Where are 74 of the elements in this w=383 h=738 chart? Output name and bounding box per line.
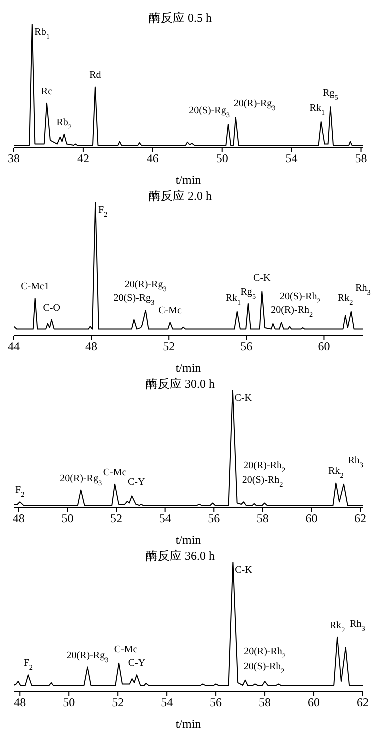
chart-title: 酶反应 2.0 h	[148, 188, 213, 205]
x-tick-label: 54	[159, 512, 172, 526]
annotation: 20(R)-Rh$_{2}$	[244, 646, 286, 661]
annotation: Rk$_{2}$	[338, 292, 354, 307]
annotation: F$_{2}$	[98, 205, 108, 219]
annotation: F$_{2}$	[16, 485, 26, 500]
x-tick-label: 52	[112, 696, 124, 710]
chart-title: 酶反应 0.5 h	[148, 10, 213, 27]
x-tick-label: 46	[146, 152, 159, 166]
x-tick-label: 48	[12, 512, 25, 526]
annotation: C-Y	[128, 658, 146, 670]
x-tick-label: 56	[210, 696, 222, 710]
annotation: C-Mc1	[21, 281, 50, 292]
annotation: C-K	[254, 272, 272, 284]
x-tick-label: 58	[259, 696, 272, 710]
x-tick-label: 38	[8, 152, 20, 166]
annotation: Rh$_{3}$	[348, 455, 364, 470]
annotation: 20(S)-Rh$_{2}$	[242, 475, 284, 490]
annotation: Rk$_{2}$	[330, 620, 346, 634]
x-tick-label: 50	[63, 696, 76, 710]
x-tick-label: 62	[354, 512, 367, 526]
x-tick-label: 56	[208, 512, 220, 526]
annotation: C-Y	[128, 477, 146, 488]
annotation: C-K	[234, 393, 253, 404]
annotation: 20(S)-Rh$_{2}$	[280, 292, 322, 306]
chart-title: 酶反应 36.0 h	[144, 548, 216, 565]
chart-title: 酶反应 30.0 h	[144, 376, 216, 393]
x-tick-label: 60	[306, 512, 318, 526]
annotation: F$_{2}$	[24, 658, 34, 672]
x-axis-title: t/min	[176, 717, 202, 731]
annotation: Rc	[41, 86, 54, 98]
annotation: 20(S)-Rh$_{2}$	[244, 661, 286, 676]
x-tick-label: 52	[163, 340, 176, 354]
annotation: Rb$_{2}$	[56, 117, 72, 132]
annotation: 20(R)-Rh$_{2}$	[271, 304, 314, 319]
annotation: C-Mc	[158, 306, 182, 317]
annotation: 20(R)-Rg$_{3}$	[234, 98, 276, 113]
x-tick-label: 50	[62, 512, 74, 526]
x-tick-label: 56	[240, 340, 253, 354]
x-axis-title: t/min	[176, 361, 202, 375]
annotation: 20(R)-Rg$_{3}$	[124, 280, 168, 294]
x-tick-label: 62	[357, 696, 369, 710]
annotation: 20(S)-Rg$_{3}$	[189, 105, 230, 120]
annotation: C-O	[43, 302, 60, 314]
x-tick-label: 54	[286, 152, 298, 166]
annotation: 20(R)-Rg$_{3}$	[60, 473, 102, 488]
x-tick-label: 42	[77, 152, 90, 166]
annotation: Rh$_{3}$	[350, 618, 366, 633]
x-tick-label: 50	[216, 152, 228, 166]
x-axis-title: t/min	[176, 533, 202, 547]
annotation: Rg$_{5}$	[323, 88, 339, 102]
annotation: Rk$_{1}$	[310, 102, 326, 117]
x-tick-label: 58	[355, 152, 368, 166]
x-tick-label: 52	[110, 512, 123, 526]
annotation: Rb$_{1}$	[34, 27, 50, 41]
annotation: 20(R)-Rh$_{2}$	[244, 460, 286, 474]
x-tick-label: 48	[86, 340, 98, 354]
x-tick-label: 48	[14, 696, 26, 710]
annotation: Rk$_{2}$	[328, 466, 344, 480]
x-tick-label: 60	[308, 696, 320, 710]
annotation: Rg$_{5}$	[240, 286, 256, 301]
annotation: C-Mc	[103, 467, 128, 478]
annotation: C-Mc	[114, 644, 138, 656]
annotation: Rh$_{3}$	[356, 282, 372, 297]
x-axis-title: t/min	[176, 173, 202, 187]
annotation: 20(R)-Rg$_{3}$	[66, 650, 110, 664]
x-tick-label: 54	[161, 696, 174, 710]
x-tick-label: 58	[256, 512, 269, 526]
annotation: Rk$_{1}$	[226, 292, 242, 307]
annotation: C-K	[235, 565, 254, 576]
annotation: Rd	[90, 70, 102, 82]
x-tick-label: 44	[8, 340, 20, 354]
x-tick-label: 60	[318, 340, 330, 354]
annotation: 20(S)-Rg$_{3}$	[114, 292, 156, 307]
